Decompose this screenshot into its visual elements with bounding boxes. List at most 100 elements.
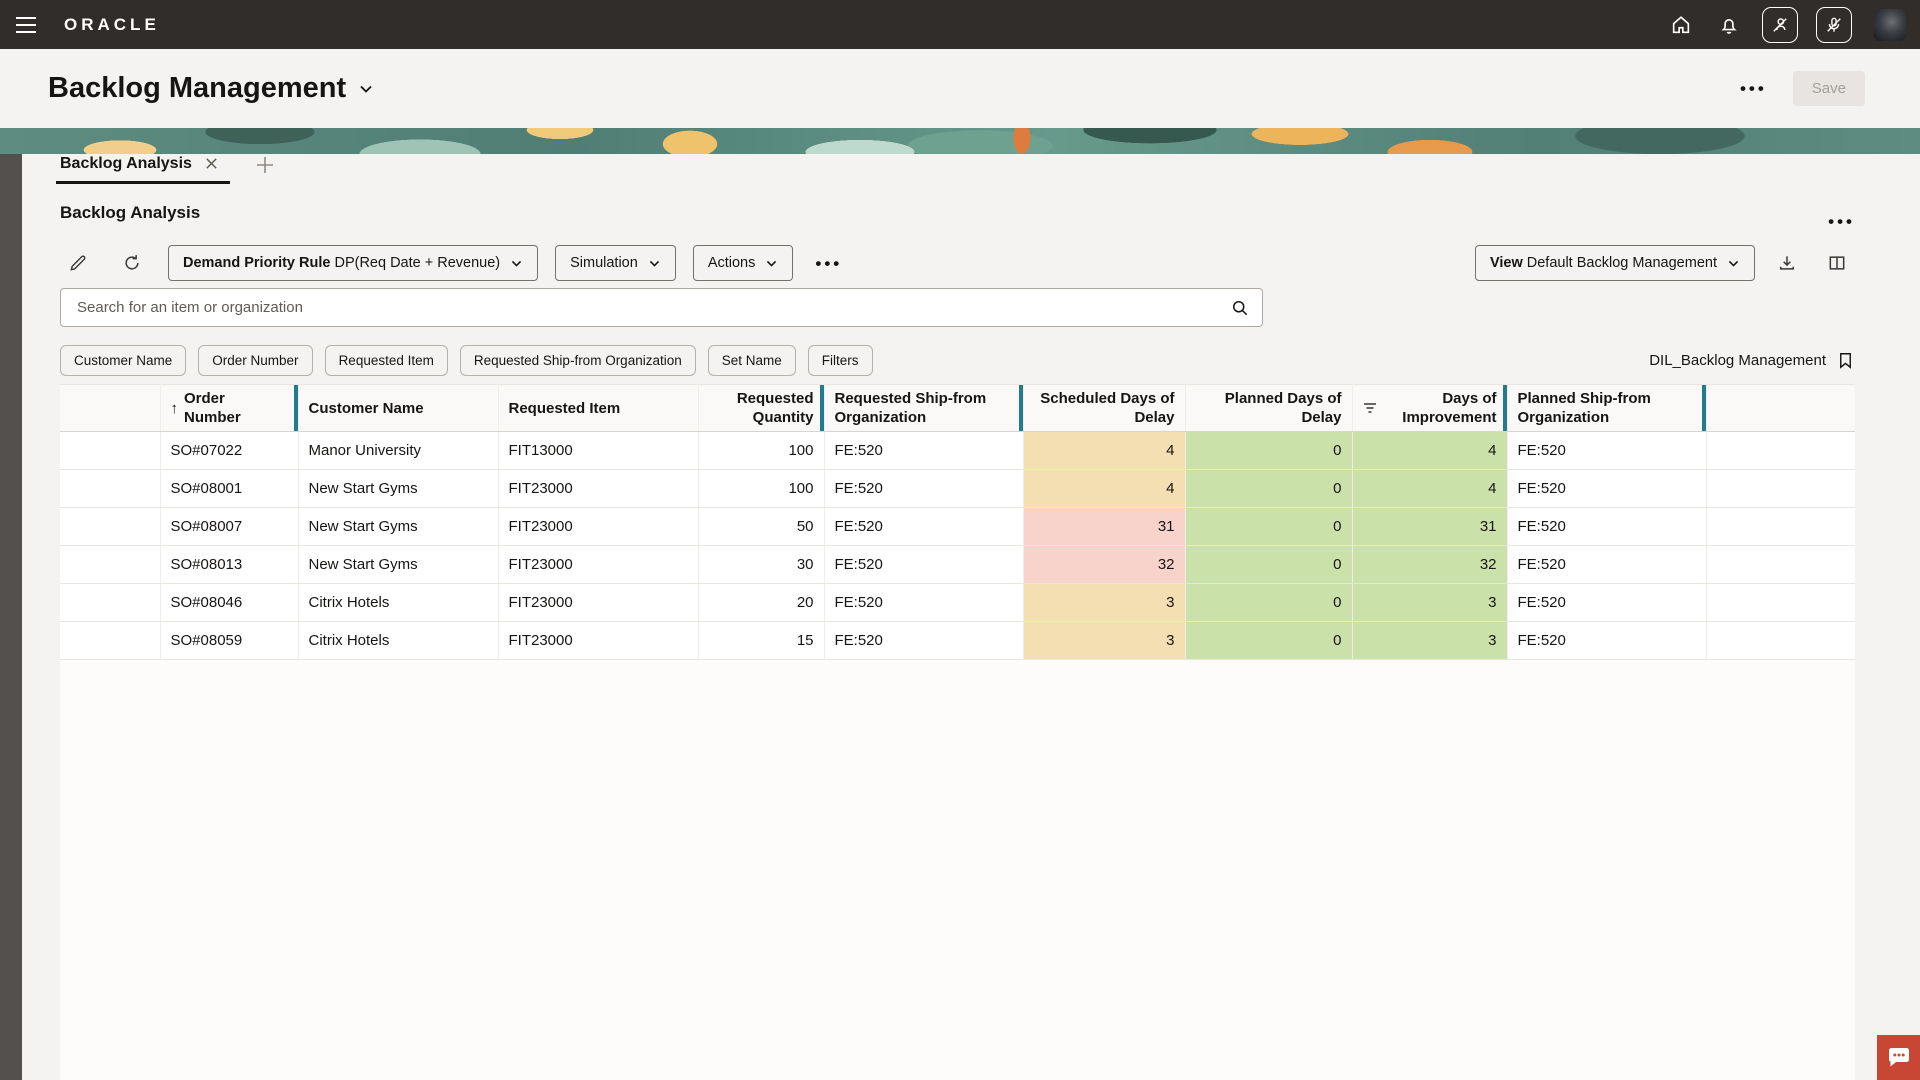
cell-planned-ship-from-organization[interactable]: FE:520 [1507,432,1706,470]
cell-customer-name[interactable]: Manor University [298,432,498,470]
chip-requested-item[interactable]: Requested Item [325,345,448,376]
cell-planned-ship-from-organization[interactable]: FE:520 [1507,546,1706,584]
cell-planned-days-of-delay[interactable]: 0 [1185,470,1352,508]
cell-order-number[interactable]: SO#08046 [160,584,298,622]
cell-planned-ship-from-organization[interactable]: FE:520 [1507,508,1706,546]
cell-requested-quantity[interactable]: 100 [698,470,824,508]
chip-filters[interactable]: Filters [808,345,873,376]
cell-customer-name[interactable]: Citrix Hotels [298,584,498,622]
view-dropdown[interactable]: View Default Backlog Management [1475,245,1755,281]
table-row[interactable]: SO#08046Citrix HotelsFIT2300020FE:520303… [60,584,1855,622]
cell-planned-ship-from-organization[interactable]: FE:520 [1507,622,1706,660]
cell-requested-ship-from-organization[interactable]: FE:520 [824,546,1023,584]
table-row[interactable]: SO#07022Manor UniversityFIT13000100FE:52… [60,432,1855,470]
hamburger-menu-icon[interactable] [16,12,42,38]
column-header-requested-item[interactable]: Requested Item [498,385,698,432]
cell-requested-item[interactable]: FIT23000 [498,470,698,508]
cell-scheduled-days-of-delay[interactable]: 3 [1023,622,1185,660]
cell-scheduled-days-of-delay[interactable]: 4 [1023,432,1185,470]
cell-days-of-improvement[interactable]: 32 [1352,546,1507,584]
search-icon[interactable] [1230,298,1250,318]
cell-customer-name[interactable]: Citrix Hotels [298,622,498,660]
cell-requested-item[interactable]: FIT23000 [498,508,698,546]
edit-pencil-icon[interactable] [60,245,96,281]
home-icon[interactable] [1666,10,1696,40]
cell-scheduled-days-of-delay[interactable]: 4 [1023,470,1185,508]
tab-close-icon[interactable] [205,157,218,170]
cell-order-number[interactable]: SO#08013 [160,546,298,584]
cell-planned-days-of-delay[interactable]: 0 [1185,432,1352,470]
cell-requested-quantity[interactable]: 50 [698,508,824,546]
cell-scheduled-days-of-delay[interactable]: 31 [1023,508,1185,546]
split-panel-icon[interactable] [1819,245,1855,281]
simulation-dropdown[interactable]: Simulation [555,245,676,281]
cell-customer-name[interactable]: New Start Gyms [298,470,498,508]
table-row[interactable]: SO#08001New Start GymsFIT23000100FE:5204… [60,470,1855,508]
refresh-icon[interactable] [114,245,150,281]
cell-requested-item[interactable]: FIT23000 [498,584,698,622]
cell-days-of-improvement[interactable]: 3 [1352,584,1507,622]
table-row[interactable]: SO#08007New Start GymsFIT2300050FE:52031… [60,508,1855,546]
cell-scheduled-days-of-delay[interactable]: 32 [1023,546,1185,584]
add-tab-button[interactable] [254,154,276,176]
chip-requested-ship-from-organization[interactable]: Requested Ship-from Organization [460,345,696,376]
cell-requested-ship-from-organization[interactable]: FE:520 [824,432,1023,470]
column-header-days-of-improvement[interactable]: Days of Improvement [1352,385,1507,432]
cell-days-of-improvement[interactable]: 4 [1352,432,1507,470]
tab-backlog-analysis[interactable]: Backlog Analysis [56,146,230,184]
cell-requested-item[interactable]: FIT23000 [498,546,698,584]
cell-requested-quantity[interactable]: 100 [698,432,824,470]
cell-order-number[interactable]: SO#08059 [160,622,298,660]
cell-planned-days-of-delay[interactable]: 0 [1185,584,1352,622]
cell-requested-ship-from-organization[interactable]: FE:520 [824,584,1023,622]
cell-days-of-improvement[interactable]: 3 [1352,622,1507,660]
toolbar-more-button[interactable]: ••• [815,255,842,272]
section-more-button[interactable]: ••• [1828,213,1855,230]
cell-days-of-improvement[interactable]: 4 [1352,470,1507,508]
actions-dropdown[interactable]: Actions [693,245,794,281]
column-header-planned-days-of-delay[interactable]: Planned Days of Delay [1185,385,1352,432]
download-icon[interactable] [1769,245,1805,281]
cell-requested-quantity[interactable]: 30 [698,546,824,584]
mic-slash-icon[interactable] [1816,7,1852,43]
cell-planned-ship-from-organization[interactable]: FE:520 [1507,470,1706,508]
cell-order-number[interactable]: SO#08007 [160,508,298,546]
table-row[interactable]: SO#08059Citrix HotelsFIT2300015FE:520303… [60,622,1855,660]
column-header-scheduled-days-of-delay[interactable]: Scheduled Days of Delay [1023,385,1185,432]
demand-priority-rule-dropdown[interactable]: Demand Priority Rule DP(Req Date + Reven… [168,245,538,281]
cell-requested-ship-from-organization[interactable]: FE:520 [824,622,1023,660]
cell-planned-days-of-delay[interactable]: 0 [1185,508,1352,546]
column-header-customer-name[interactable]: Customer Name [298,385,498,432]
cell-requested-item[interactable]: FIT23000 [498,622,698,660]
cell-planned-ship-from-organization[interactable]: FE:520 [1507,584,1706,622]
cell-customer-name[interactable]: New Start Gyms [298,546,498,584]
chip-order-number[interactable]: Order Number [198,345,312,376]
person-slash-icon[interactable] [1762,7,1798,43]
table-row[interactable]: SO#08013New Start GymsFIT2300030FE:52032… [60,546,1855,584]
search-input[interactable] [77,299,1230,316]
save-button[interactable]: Save [1793,71,1865,106]
cell-planned-days-of-delay[interactable]: 0 [1185,622,1352,660]
cell-customer-name[interactable]: New Start Gyms [298,508,498,546]
cell-requested-item[interactable]: FIT13000 [498,432,698,470]
chip-customer-name[interactable]: Customer Name [60,345,186,376]
cell-scheduled-days-of-delay[interactable]: 3 [1023,584,1185,622]
notifications-bell-icon[interactable] [1714,10,1744,40]
column-header-requested-quantity[interactable]: Requested Quantity [698,385,824,432]
chip-set-name[interactable]: Set Name [708,345,796,376]
user-avatar[interactable] [1874,9,1906,41]
cell-requested-ship-from-organization[interactable]: FE:520 [824,508,1023,546]
cell-requested-quantity[interactable]: 15 [698,622,824,660]
cell-requested-ship-from-organization[interactable]: FE:520 [824,470,1023,508]
page-title-dropdown[interactable]: Backlog Management [48,72,374,105]
header-more-button[interactable]: ••• [1740,80,1767,97]
bookmark-icon[interactable] [1836,351,1855,370]
cell-planned-days-of-delay[interactable]: 0 [1185,546,1352,584]
cell-days-of-improvement[interactable]: 31 [1352,508,1507,546]
column-header-order-number[interactable]: ↑ Order Number [160,385,298,432]
column-header-requested-ship-from-organization[interactable]: Requested Ship-from Organization [824,385,1023,432]
cell-requested-quantity[interactable]: 20 [698,584,824,622]
cell-order-number[interactable]: SO#08001 [160,470,298,508]
cell-order-number[interactable]: SO#07022 [160,432,298,470]
feedback-chat-button[interactable] [1877,1035,1920,1080]
